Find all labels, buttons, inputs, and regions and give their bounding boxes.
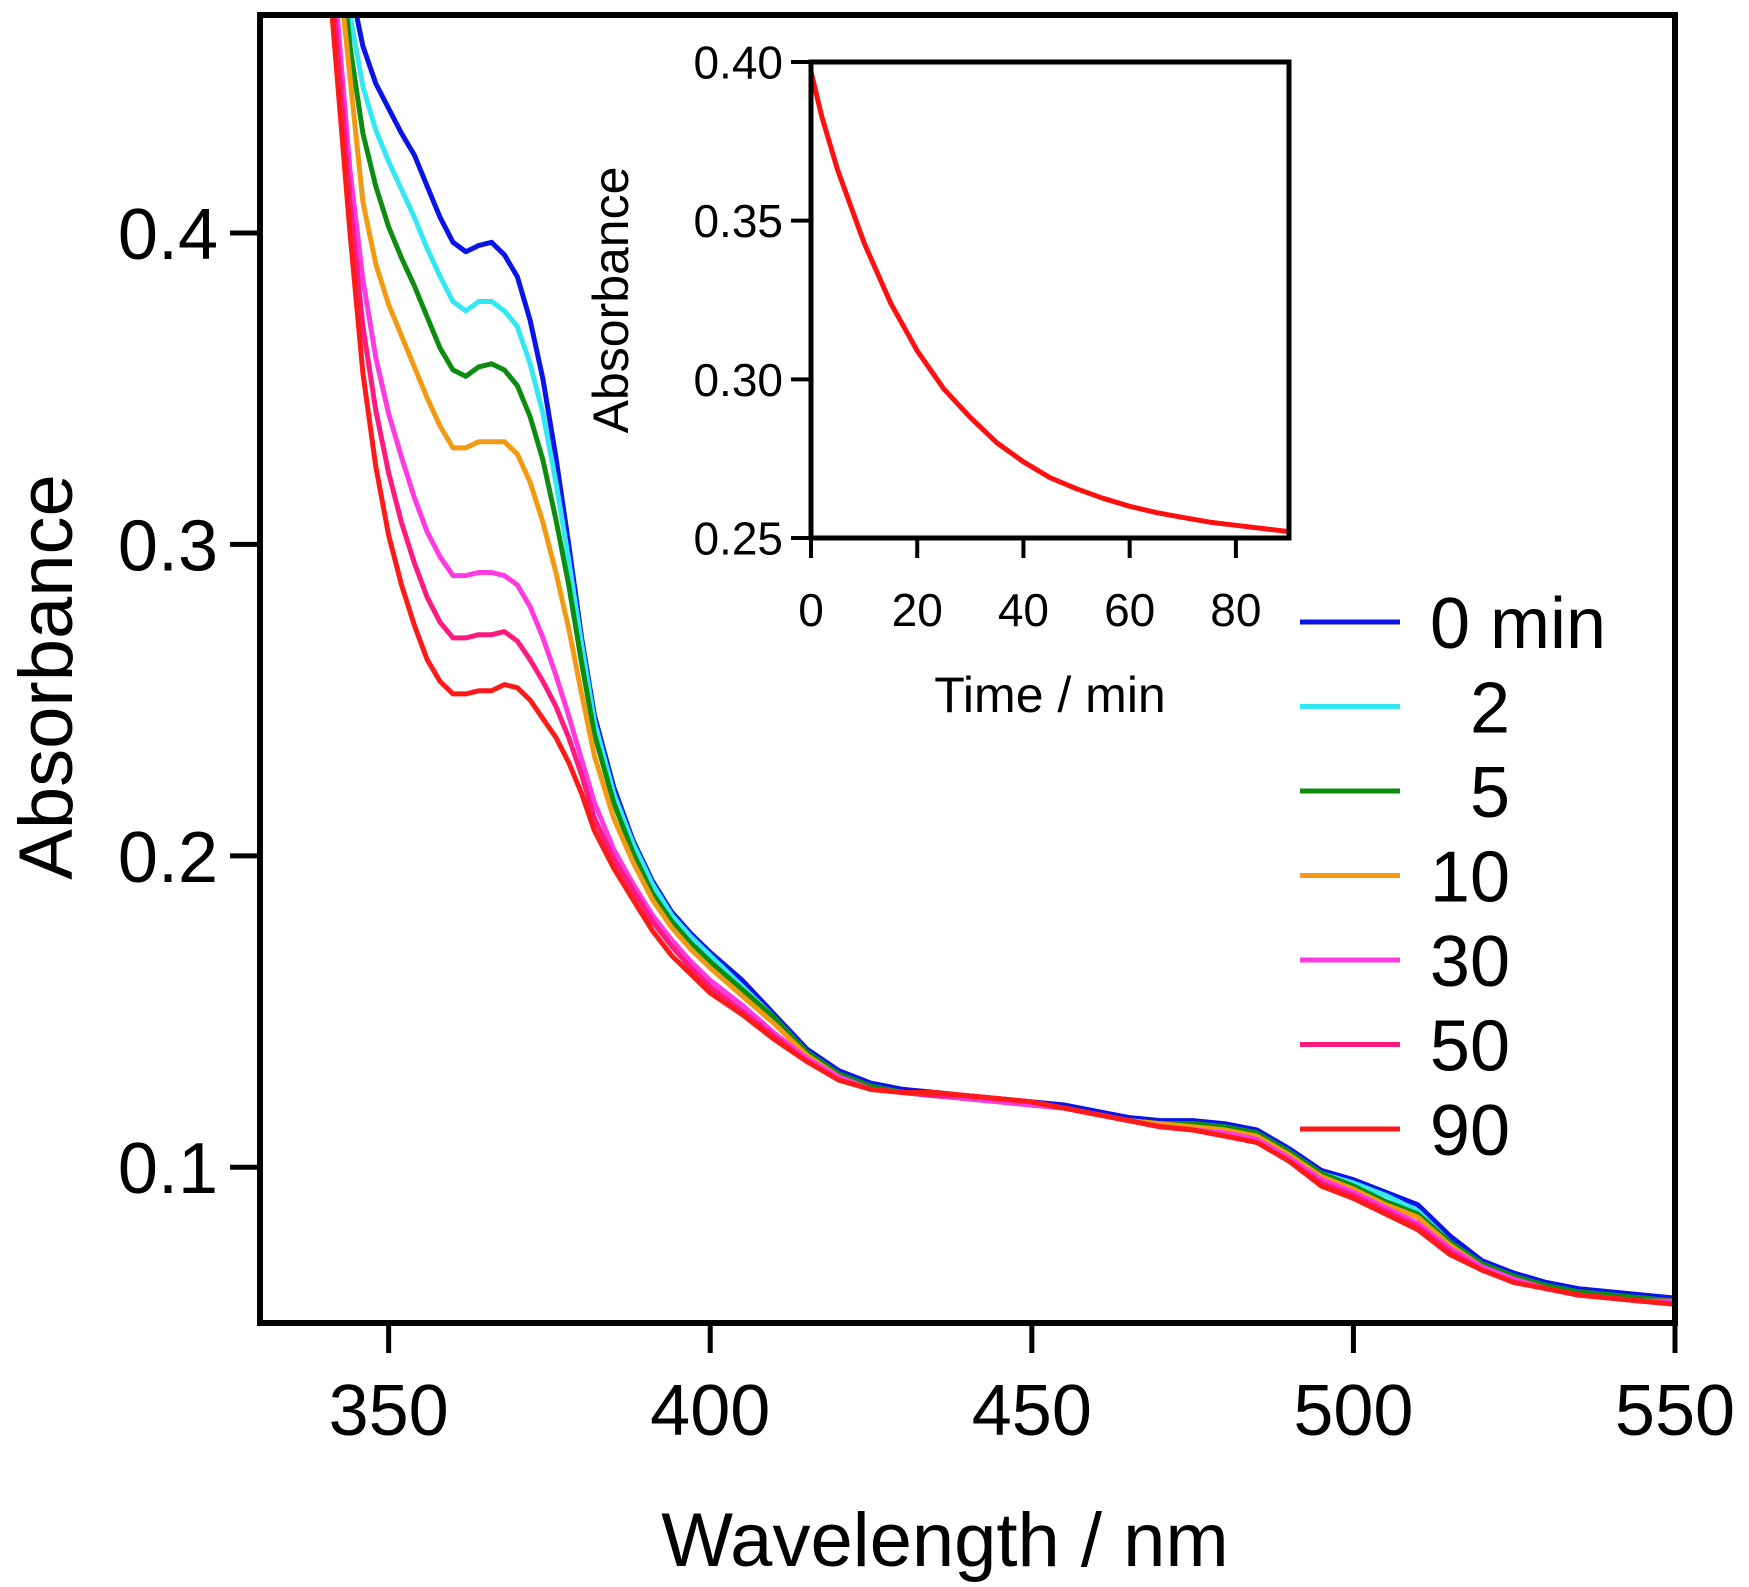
main-x-tick-label: 450: [972, 1371, 1092, 1451]
main-series-line-2: [344, 15, 1675, 1304]
main-series-line-6: [329, 15, 1675, 1307]
main-plot-frame: [257, 12, 1678, 1326]
inset-x-axis-label: Time / min: [934, 667, 1166, 723]
legend-label: 0 min: [1430, 584, 1606, 664]
inset-y-axis: 0.25 0.30 0.35 0.40: [693, 37, 811, 565]
inset-x-tick-label: 20: [892, 584, 943, 636]
legend-label: 10: [1430, 838, 1510, 918]
inset-series-line-0: [811, 69, 1289, 535]
main-x-axis-label: Wavelength / nm: [661, 1498, 1228, 1583]
inset-y-tick-label: 0.40: [693, 37, 783, 89]
inset-x-tick-label: 60: [1104, 584, 1155, 636]
legend-label: 30: [1430, 922, 1510, 1002]
main-series-line-0: [353, 15, 1675, 1301]
main-y-axis-label: Absorbance: [4, 474, 89, 880]
inset-y-tick-label: 0.35: [693, 195, 783, 247]
inset-background: [808, 59, 1292, 541]
inset-plot-frame: [808, 59, 1292, 541]
inset-x-tick-label: 40: [998, 584, 1049, 636]
main-y-tick-label: 0.3: [118, 506, 218, 586]
main-y-axis: 0.1 0.2 0.3 0.4: [118, 195, 260, 1209]
legend-label: 2: [1470, 669, 1510, 749]
inset-series-group: [811, 69, 1289, 535]
main-y-tick-label: 0.1: [118, 1129, 218, 1209]
main-x-tick-label: 550: [1615, 1371, 1735, 1451]
inset-y-tick-label: 0.25: [693, 513, 783, 565]
legend-label: 5: [1470, 753, 1510, 833]
main-y-tick-label: 0.2: [118, 818, 218, 898]
main-y-tick-label: 0.4: [118, 195, 218, 275]
legend-label: 50: [1430, 1007, 1510, 1087]
main-series-line-3: [341, 15, 1675, 1304]
inset-x-tick-label: 80: [1210, 584, 1261, 636]
main-x-axis: 350 400 450 500 550: [329, 1323, 1735, 1451]
inset-x-tick-label: 0: [798, 584, 824, 636]
inset-y-tick-label: 0.30: [693, 354, 783, 406]
main-series-line-4: [334, 15, 1675, 1304]
inset-x-axis: 0 20 40 60 80: [798, 538, 1261, 636]
main-x-tick-label: 400: [650, 1371, 770, 1451]
main-x-tick-label: 500: [1293, 1371, 1413, 1451]
main-series-group: [329, 15, 1675, 1307]
inset-y-axis-label: Absorbance: [583, 167, 639, 434]
main-x-tick-label: 350: [329, 1371, 449, 1451]
legend-label: 90: [1430, 1091, 1510, 1171]
